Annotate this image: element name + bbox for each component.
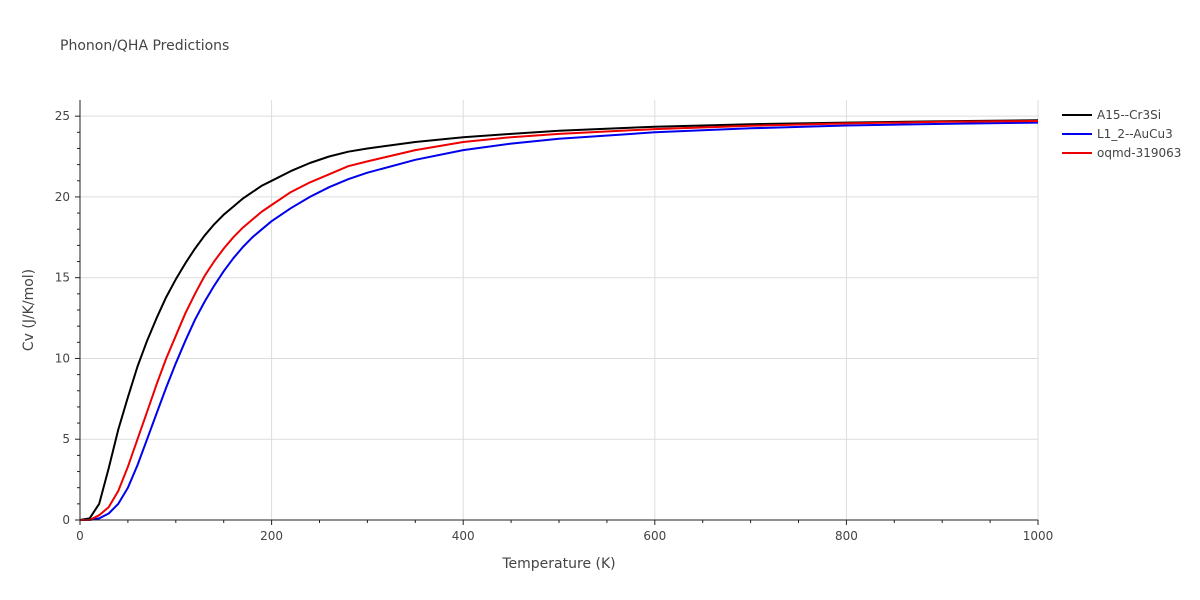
x-tick-label: 0 [76, 529, 84, 543]
plot-area [79, 119, 1039, 521]
series-line-1 [79, 119, 1039, 521]
y-tick-label: 10 [55, 351, 70, 365]
series-line-3 [80, 120, 1039, 521]
legend-label: L1_2--AuCu3 [1097, 127, 1173, 141]
grid [80, 100, 1039, 520]
legend-label: oqmd-319063 [1097, 146, 1181, 160]
y-tick-label: 0 [62, 513, 70, 527]
x-tick-label: 600 [643, 529, 666, 543]
y-axis-title: Cv (J/K/mol) [21, 269, 37, 351]
y-tick-label: 5 [62, 432, 70, 446]
series-line-2 [80, 121, 1039, 521]
legend: A15--Cr3Si L1_2--AuCu3 oqmd-319063 [1062, 108, 1181, 160]
chart-title: Phonon/QHA Predictions [60, 38, 229, 54]
x-tick-label: 200 [260, 529, 283, 543]
x-tick-label: 400 [452, 529, 475, 543]
x-tick-label: 800 [835, 529, 858, 543]
y-tick-label: 20 [55, 190, 70, 204]
legend-label: A15--Cr3Si [1097, 108, 1161, 122]
y-tick-label: 15 [55, 271, 70, 285]
x-tick-label: 1000 [1023, 529, 1054, 543]
axes: 0 200 400 600 800 1000 0 5 10 15 20 25 [55, 100, 1054, 543]
x-axis-title: Temperature (K) [501, 556, 615, 572]
y-tick-label: 25 [55, 109, 70, 123]
